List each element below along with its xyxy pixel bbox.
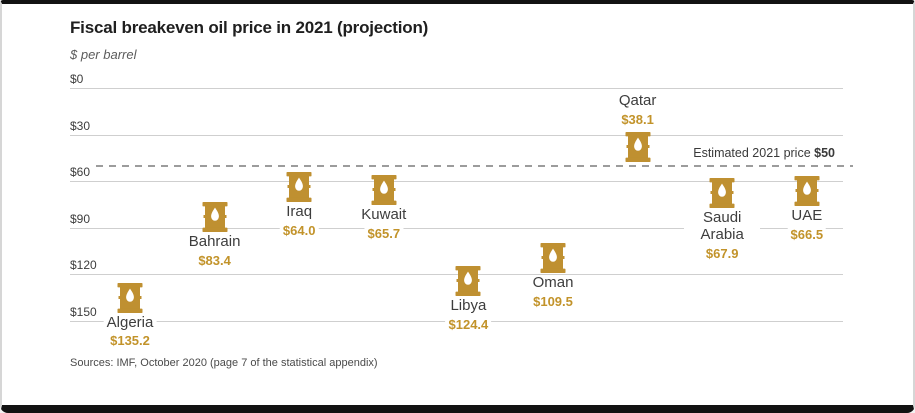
data-point-qatar (625, 132, 651, 163)
data-point-libya (455, 265, 481, 296)
country-label: Oman (529, 274, 577, 292)
country-label: Saudi Arabia (684, 209, 761, 244)
data-point-uae (794, 176, 820, 207)
oil-barrel-icon (117, 282, 143, 313)
oil-barrel-icon (625, 132, 651, 163)
data-point-label: Iraq $64.0 (279, 203, 319, 240)
country-label: Algeria (103, 314, 157, 332)
y-tick-label: $120 (70, 258, 101, 272)
value-label: $65.7 (364, 225, 404, 241)
oil-barrel-icon (371, 174, 397, 205)
data-point-label: Algeria $135.2 (103, 314, 157, 351)
value-label: $124.4 (445, 316, 492, 332)
data-point-oman (540, 242, 566, 273)
value-label: $109.5 (530, 293, 576, 309)
data-point-label: Saudi Arabia $67.9 (684, 209, 761, 263)
y-tick-label: $30 (70, 118, 95, 133)
value-label: $38.1 (618, 112, 657, 128)
data-point-saudi-arabia (709, 178, 735, 209)
oil-barrel-icon (540, 242, 566, 273)
value-label: $66.5 (787, 226, 827, 242)
data-point-label: Kuwait $65.7 (358, 206, 410, 243)
reference-dashed-line (70, 164, 853, 167)
gridline (70, 227, 843, 229)
chart-content: Fiscal breakeven oil price in 2021 (proj… (2, 4, 913, 405)
oil-barrel-icon (202, 202, 228, 233)
country-label: Libya (445, 297, 492, 315)
gridline (70, 88, 843, 89)
reference-line-label: Estimated 2021 price $50 (70, 146, 835, 160)
y-tick-label: $150 (70, 304, 101, 319)
country-label: Qatar (615, 92, 660, 111)
oil-barrel-icon (286, 172, 312, 203)
data-point-label: UAE $66.5 (787, 207, 827, 244)
data-point-bahrain (202, 202, 228, 233)
gridline (70, 134, 843, 136)
y-tick-label: $90 (70, 211, 95, 226)
chart-subtitle: $ per barrel (70, 47, 137, 62)
data-point-kuwait (371, 174, 397, 205)
reference-line-text: Estimated 2021 price (693, 145, 815, 160)
value-label: $83.4 (195, 253, 234, 269)
value-label: $64.0 (279, 222, 319, 238)
country-label: Iraq (279, 203, 319, 221)
data-point-label: Oman $109.5 (529, 274, 577, 311)
oil-barrel-icon (455, 265, 481, 296)
value-label: $135.2 (107, 333, 153, 349)
country-label: UAE (787, 207, 827, 225)
data-point-label: Libya $124.4 (445, 297, 492, 334)
reference-line-value: $50 (814, 145, 835, 160)
country-label: Kuwait (358, 206, 410, 224)
data-point-algeria (117, 282, 143, 313)
data-point-iraq (286, 172, 312, 203)
value-label: $67.9 (702, 245, 742, 261)
y-tick-label: $0 (70, 72, 88, 86)
source-note: Sources: IMF, October 2020 (page 7 of th… (70, 357, 378, 369)
gridline (70, 274, 843, 275)
oil-barrel-icon (709, 178, 735, 209)
plot-area: $0 $30 $60 $90 $120 $150 Estimated 2021 price … (2, 4, 913, 405)
oil-barrel-icon (794, 176, 820, 207)
data-point-label: Qatar $38.1 (615, 92, 660, 129)
country-label: Bahrain (185, 233, 244, 252)
data-point-label: Bahrain $83.4 (185, 233, 244, 270)
chart-title: Fiscal breakeven oil price in 2021 (proj… (70, 18, 429, 37)
gridline (70, 181, 843, 182)
y-tick-label: $60 (70, 165, 95, 179)
